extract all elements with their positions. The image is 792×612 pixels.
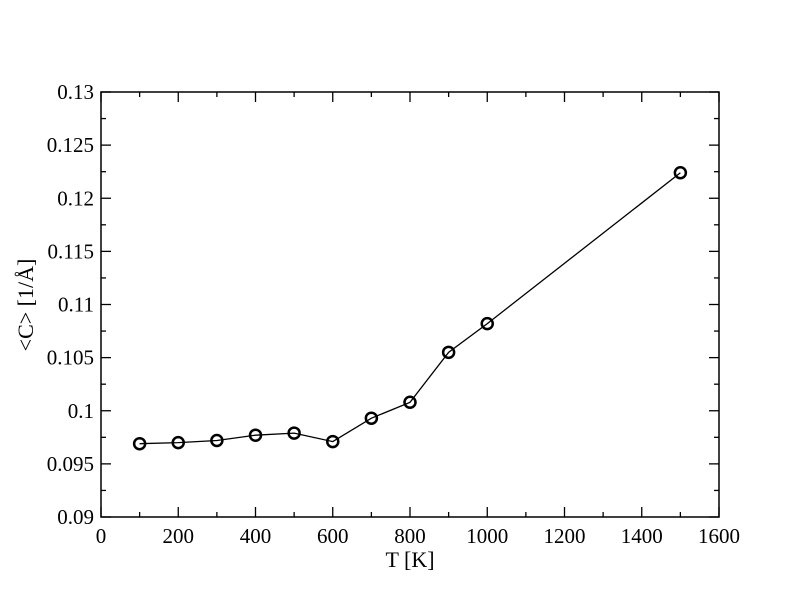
y-axis-tick-labels: 0.09 0.095 0.1 0.105 0.11 0.115 0.12 0.125 0.13 — [47, 80, 94, 529]
data-point-marker — [364, 411, 379, 425]
data-point-marker — [287, 426, 301, 440]
data-point-marker — [441, 345, 456, 360]
y-tick-label: 0.09 — [57, 505, 94, 529]
y-tick-label: 0.12 — [57, 186, 94, 210]
data-point-marker — [673, 166, 688, 180]
x-axis-ticks — [100, 92, 720, 517]
series-markers — [132, 166, 688, 451]
x-tick-label: 600 — [317, 524, 349, 548]
x-axis-title: T [K] — [385, 547, 434, 572]
y-axis-title: <C> [1/Å] — [13, 259, 38, 352]
data-point-marker — [210, 433, 224, 448]
y-tick-label: 0.095 — [47, 452, 94, 476]
y-axis-ticks — [101, 91, 719, 518]
series-line — [139, 172, 681, 445]
y-tick-label: 0.105 — [47, 346, 94, 370]
x-tick-label: 1000 — [466, 524, 508, 548]
x-tick-label: 200 — [163, 524, 195, 548]
y-tick-label: 0.115 — [48, 239, 94, 263]
y-tick-label: 0.1 — [68, 399, 94, 423]
y-tick-label: 0.13 — [57, 80, 94, 104]
data-point-marker — [248, 428, 263, 442]
plot-frame — [100, 91, 720, 518]
x-tick-label: 1400 — [621, 524, 663, 548]
data-point-marker — [132, 436, 147, 451]
x-axis-tick-labels: 0 200 400 600 800 1000 1200 1400 1600 — [96, 524, 740, 548]
y-tick-label: 0.11 — [58, 293, 94, 317]
y-tick-label: 0.125 — [47, 133, 94, 157]
x-tick-label: 1200 — [544, 524, 586, 548]
x-tick-label: 1600 — [698, 524, 740, 548]
x-tick-label: 0 — [96, 524, 107, 548]
data-point-marker — [480, 316, 494, 331]
data-point-marker — [326, 434, 340, 449]
x-tick-label: 800 — [394, 524, 426, 548]
data-point-marker — [171, 435, 185, 450]
data-point-marker — [403, 395, 417, 409]
x-tick-label: 400 — [240, 524, 272, 548]
